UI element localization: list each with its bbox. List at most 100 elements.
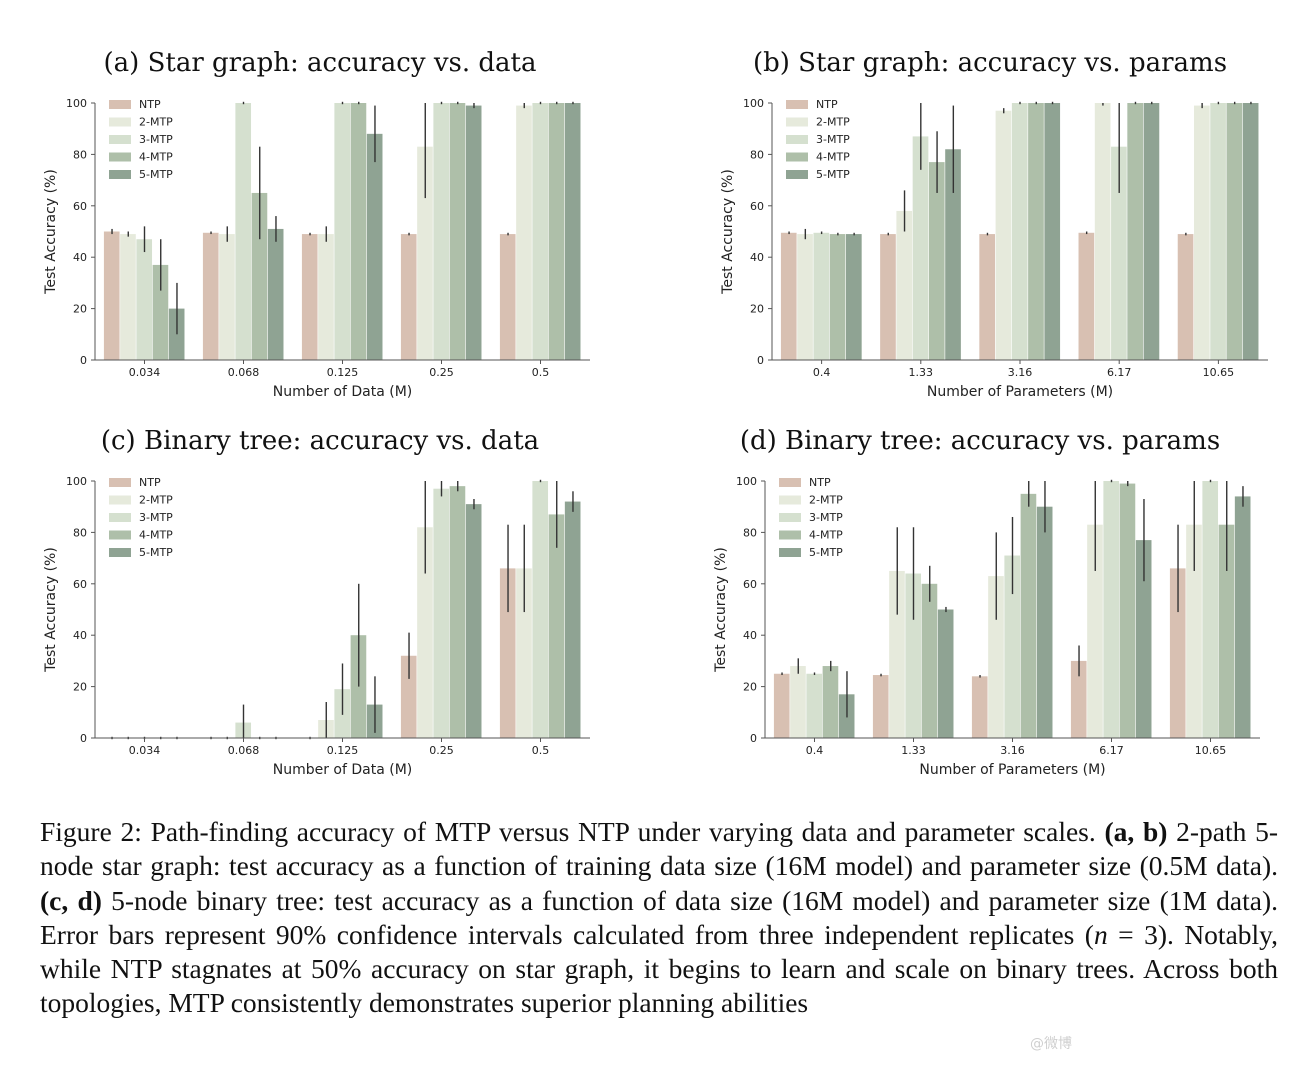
- x-tick-label: 6.17: [1099, 744, 1124, 757]
- figure-caption: Figure 2: Path-finding accuracy of MTP v…: [40, 815, 1278, 1021]
- bar: [1078, 232, 1095, 360]
- bar: [516, 568, 532, 738]
- bar: [921, 583, 938, 738]
- bar: [301, 234, 318, 360]
- x-tick-label: 0.25: [429, 744, 454, 757]
- y-tick-label: 80: [750, 148, 764, 161]
- chart-svg: 0 20 40 60 80 100 0.034 0.068 0.125 0.25 0.5 Number…: [43, 475, 590, 778]
- x-tick-label: 1.33: [901, 744, 926, 757]
- y-axis-label: Test Accuracy (%): [720, 169, 736, 295]
- y-tick-label: 20: [743, 681, 757, 694]
- x-tick-label: 10.65: [1195, 744, 1227, 757]
- bar: [219, 234, 235, 360]
- bar: [433, 488, 450, 738]
- y-tick-label: 40: [750, 251, 764, 264]
- chart-svg: 0 20 40 60 80 100 0.4 1.33 3.16 6.17 10.65 Number o…: [720, 97, 1268, 400]
- chart-svg: 0 20 40 60 80 100 0.4 1.33 3.16 6.17 10.65 Number o…: [713, 475, 1260, 778]
- panel-title: (a) Star graph: accuracy vs. data: [103, 48, 537, 78]
- legend-swatch: [109, 478, 131, 487]
- panel-b: (b) Star graph: accuracy vs. params 0 20 4…: [670, 40, 1310, 420]
- legend-swatch: [109, 548, 131, 557]
- bar: [267, 228, 284, 360]
- panel-title: (c) Binary tree: accuracy vs. data: [100, 426, 540, 456]
- legend-label: 5-MTP: [139, 168, 173, 181]
- bar: [1028, 103, 1044, 360]
- x-tick-label: 0.5: [532, 366, 550, 379]
- bar: [1094, 103, 1111, 360]
- bar: [318, 234, 334, 360]
- bar: [1210, 103, 1226, 360]
- legend-swatch: [779, 513, 801, 522]
- legend: NTP 2-MTP 3-MTP 4-MTP 5-MTP: [779, 476, 843, 559]
- bar: [995, 110, 1012, 361]
- bar: [988, 576, 1004, 738]
- x-tick-label: 3.16: [1000, 744, 1025, 757]
- x-axis-label: Number of Data (M): [273, 762, 413, 778]
- y-tick-label: 20: [73, 303, 87, 316]
- legend-label: 3-MTP: [816, 133, 850, 146]
- legend-label: 2-MTP: [809, 494, 843, 507]
- y-tick-label: 60: [743, 578, 757, 591]
- legend-label: 4-MTP: [139, 151, 173, 164]
- legend-label: 5-MTP: [809, 546, 843, 559]
- bar: [433, 103, 450, 360]
- bar: [813, 232, 830, 360]
- bar: [120, 234, 136, 360]
- bar: [103, 231, 120, 360]
- bar: [400, 655, 417, 738]
- y-tick-label: 100: [66, 475, 87, 488]
- bar: [979, 234, 995, 360]
- legend-label: 5-MTP: [139, 546, 173, 559]
- x-tick-label: 6.17: [1107, 366, 1132, 379]
- legend-swatch: [109, 513, 131, 522]
- caption-bold: (a, b): [1104, 816, 1168, 847]
- bar: [417, 146, 433, 360]
- bar: [350, 103, 367, 360]
- bar: [1202, 481, 1219, 738]
- bar: [465, 105, 482, 360]
- y-tick-label: 60: [73, 200, 87, 213]
- panel-title: (d) Binary tree: accuracy vs. params: [739, 426, 1221, 456]
- legend-label: 4-MTP: [809, 529, 843, 542]
- bar: [773, 673, 790, 738]
- bar: [937, 609, 954, 738]
- legend-swatch: [786, 117, 808, 127]
- x-tick-label: 0.068: [228, 366, 260, 379]
- bar: [928, 162, 945, 360]
- x-tick-label: 0.125: [327, 366, 359, 379]
- legend-swatch: [109, 135, 131, 144]
- caption-text: = 3). Notably, while NTP stagnates at 50…: [40, 918, 1278, 1019]
- bar: [366, 133, 383, 360]
- legend-label: 2-MTP: [139, 494, 173, 507]
- bar: [202, 232, 219, 360]
- x-tick-label: 0.034: [129, 366, 161, 379]
- bar: [829, 234, 846, 360]
- legend: NTP 2-MTP 3-MTP 4-MTP 5-MTP: [109, 476, 173, 559]
- bar: [971, 676, 988, 738]
- bar: [872, 675, 889, 738]
- y-axis-label: Test Accuracy (%): [43, 547, 59, 673]
- bar: [548, 514, 565, 738]
- legend-label: 5-MTP: [816, 168, 850, 181]
- bar: [251, 192, 268, 360]
- legend-label: 3-MTP: [139, 133, 173, 146]
- bar: [822, 666, 839, 738]
- caption-text: 2-path 5-node star graph: test accuracy …: [40, 816, 1278, 882]
- x-tick-label: 0.4: [806, 744, 824, 757]
- bar: [417, 527, 433, 738]
- y-tick-label: 40: [73, 629, 87, 642]
- y-tick-label: 20: [750, 303, 764, 316]
- legend-label: NTP: [139, 476, 161, 489]
- y-tick-label: 0: [750, 732, 757, 745]
- bar: [564, 103, 581, 360]
- y-tick-label: 0: [80, 732, 87, 745]
- bar: [449, 486, 466, 738]
- y-axis-label: Test Accuracy (%): [713, 547, 729, 673]
- y-tick-label: 60: [73, 578, 87, 591]
- legend-label: NTP: [809, 476, 831, 489]
- bar: [1226, 103, 1243, 360]
- y-tick-label: 0: [80, 354, 87, 367]
- legend-swatch: [779, 495, 801, 505]
- bar: [889, 570, 905, 738]
